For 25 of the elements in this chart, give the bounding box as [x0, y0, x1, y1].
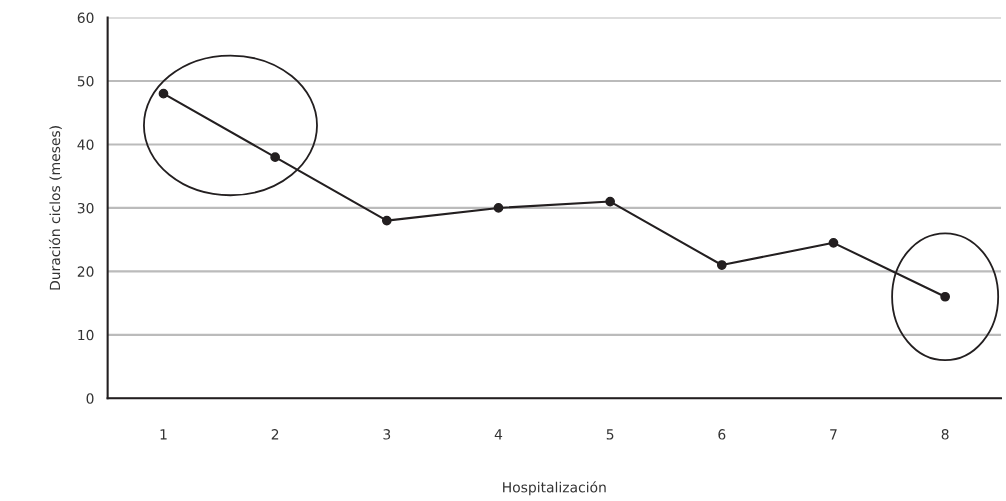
x-tick-label: 1: [160, 429, 167, 440]
y-tick-label: 30: [77, 202, 94, 214]
point: [716, 260, 727, 270]
x-tick-label: 7: [830, 429, 837, 440]
y-axis-title: Duración ciclos (meses): [48, 126, 62, 290]
point: [828, 237, 839, 248]
x-tick-label: 8: [941, 429, 949, 440]
point: [158, 88, 169, 99]
y-tick-label: 0: [86, 393, 94, 404]
x-axis-title: Hospitalización: [503, 481, 606, 496]
x-tick-label: 4: [494, 429, 503, 440]
y-tick-label: 40: [77, 139, 94, 150]
point: [940, 291, 950, 302]
y-tick-label: 60: [77, 12, 94, 24]
x-tick-label: 6: [718, 429, 726, 440]
point: [270, 152, 281, 163]
x-tick-label: 5: [606, 429, 614, 440]
y-tick-label: 20: [77, 266, 94, 277]
y-tick-label: 10: [78, 329, 94, 341]
x-tick-label: 3: [383, 429, 391, 440]
point: [605, 196, 616, 207]
point: [493, 203, 504, 213]
point: [381, 215, 392, 226]
y-tick-label: 50: [77, 75, 94, 87]
x-tick-label: 2: [271, 429, 279, 440]
